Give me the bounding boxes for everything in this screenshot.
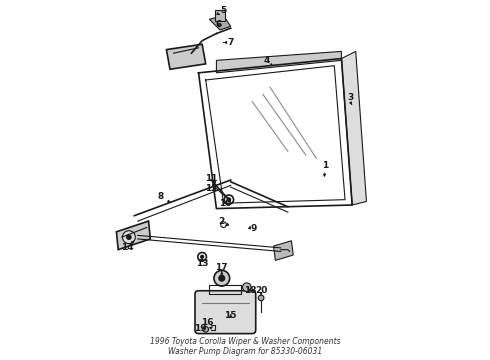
Text: 2: 2: [219, 217, 225, 226]
Circle shape: [214, 270, 230, 286]
Text: 13: 13: [196, 260, 208, 269]
Text: 14: 14: [121, 243, 133, 252]
Circle shape: [227, 198, 231, 202]
Polygon shape: [217, 51, 342, 73]
Text: 18: 18: [244, 286, 257, 295]
Polygon shape: [209, 16, 231, 30]
Polygon shape: [117, 221, 150, 249]
Polygon shape: [167, 44, 206, 69]
Circle shape: [122, 231, 135, 244]
Text: 1: 1: [322, 161, 328, 170]
Text: 16: 16: [201, 318, 214, 327]
Circle shape: [127, 235, 131, 239]
Circle shape: [258, 295, 264, 301]
Text: 3: 3: [347, 93, 353, 102]
Text: 20: 20: [255, 286, 267, 295]
Circle shape: [219, 275, 224, 281]
Polygon shape: [342, 51, 367, 205]
Text: 4: 4: [263, 56, 270, 65]
Polygon shape: [273, 241, 293, 260]
Circle shape: [203, 327, 209, 332]
Circle shape: [201, 255, 203, 258]
Text: 17: 17: [216, 263, 228, 272]
Text: 10: 10: [219, 199, 232, 208]
Text: 9: 9: [251, 224, 257, 233]
Circle shape: [243, 283, 251, 292]
Text: 6: 6: [215, 20, 221, 29]
FancyBboxPatch shape: [195, 291, 256, 334]
Text: 7: 7: [227, 38, 234, 47]
FancyBboxPatch shape: [215, 10, 225, 21]
Text: 5: 5: [220, 6, 227, 15]
Text: 15: 15: [224, 311, 237, 320]
Text: 12: 12: [205, 184, 217, 193]
Text: 19: 19: [194, 324, 207, 333]
Text: 11: 11: [205, 174, 217, 183]
Text: 8: 8: [158, 192, 164, 201]
Text: 1996 Toyota Corolla Wiper & Washer Components
Washer Pump Diagram for 85330-0603: 1996 Toyota Corolla Wiper & Washer Compo…: [149, 337, 341, 356]
